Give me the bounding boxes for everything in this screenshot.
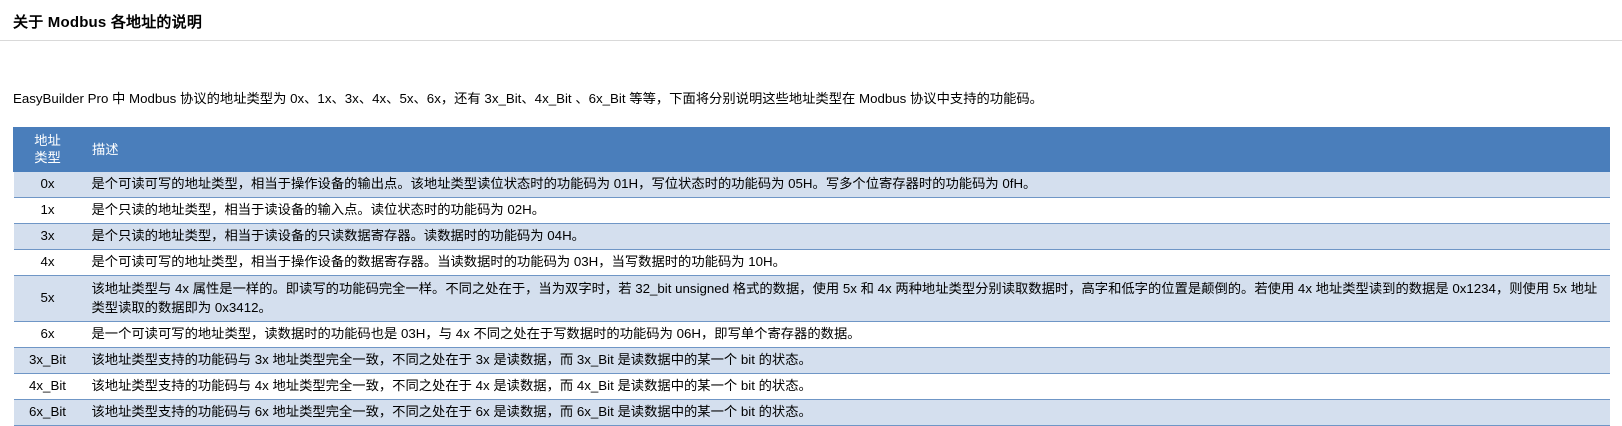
table-row: 4x_Bit 该地址类型支持的功能码与 4x 地址类型完全一致，不同之处在于 4… bbox=[13, 373, 1610, 400]
intro-paragraph: EasyBuilder Pro 中 Modbus 协议的地址类型为 0x、1x、… bbox=[13, 91, 1043, 106]
table-row: 4x 是个可读可写的地址类型，相当于操作设备的数据寄存器。当读数据时的功能码为 … bbox=[13, 249, 1610, 276]
cell-address-type: 3x bbox=[13, 223, 82, 250]
cell-description: 该地址类型与 4x 属性是一样的。即读写的功能码完全一样。不同之处在于，当为双字… bbox=[81, 275, 1610, 322]
column-header-address-type: 地址类型 bbox=[13, 127, 82, 172]
cell-description: 该地址类型支持的功能码与 6x 地址类型完全一致，不同之处在于 6x 是读数据，… bbox=[81, 399, 1610, 426]
cell-description: 是一个可读可写的地址类型，读数据时的功能码也是 03H，与 4x 不同之处在于写… bbox=[81, 321, 1610, 348]
cell-description: 是个可读可写的地址类型，相当于操作设备的输出点。该地址类型读位状态时的功能码为 … bbox=[81, 171, 1610, 198]
table-header: 地址类型 描述 bbox=[13, 127, 1610, 172]
cell-description: 是个只读的地址类型，相当于读设备的输入点。读位状态时的功能码为 02H。 bbox=[81, 197, 1610, 224]
cell-description: 是个只读的地址类型，相当于读设备的只读数据寄存器。读数据时的功能码为 04H。 bbox=[81, 223, 1610, 250]
document-page: 关于 Modbus 各地址的说明 EasyBuilder Pro 中 Modbu… bbox=[0, 14, 1622, 426]
cell-address-type: 6x_Bit bbox=[13, 399, 82, 426]
column-header-description: 描述 bbox=[81, 127, 1610, 172]
cell-address-type: 4x bbox=[13, 249, 82, 276]
table-header-row: 地址类型 描述 bbox=[13, 127, 1610, 172]
table-row: 3x_Bit 该地址类型支持的功能码与 3x 地址类型完全一致，不同之处在于 3… bbox=[13, 347, 1610, 374]
cell-address-type: 0x bbox=[13, 171, 82, 198]
table-row: 6x 是一个可读可写的地址类型，读数据时的功能码也是 03H，与 4x 不同之处… bbox=[13, 321, 1610, 348]
table-body: 0x 是个可读可写的地址类型，相当于操作设备的输出点。该地址类型读位状态时的功能… bbox=[13, 171, 1610, 426]
cell-description: 该地址类型支持的功能码与 4x 地址类型完全一致，不同之处在于 4x 是读数据，… bbox=[81, 373, 1610, 400]
table-row: 3x 是个只读的地址类型，相当于读设备的只读数据寄存器。读数据时的功能码为 04… bbox=[13, 223, 1610, 250]
page-title: 关于 Modbus 各地址的说明 bbox=[13, 14, 203, 31]
table-row: 1x 是个只读的地址类型，相当于读设备的输入点。读位状态时的功能码为 02H。 bbox=[13, 197, 1610, 224]
cell-address-type: 4x_Bit bbox=[13, 373, 82, 400]
cell-address-type: 6x bbox=[13, 321, 82, 348]
cell-description: 该地址类型支持的功能码与 3x 地址类型完全一致，不同之处在于 3x 是读数据，… bbox=[81, 347, 1610, 374]
table-row: 6x_Bit 该地址类型支持的功能码与 6x 地址类型完全一致，不同之处在于 6… bbox=[13, 399, 1610, 426]
cell-address-type: 5x bbox=[13, 275, 82, 322]
cell-address-type: 3x_Bit bbox=[13, 347, 82, 374]
title-divider bbox=[0, 40, 1622, 41]
table-row: 5x 该地址类型与 4x 属性是一样的。即读写的功能码完全一样。不同之处在于，当… bbox=[13, 275, 1610, 322]
table-row: 0x 是个可读可写的地址类型，相当于操作设备的输出点。该地址类型读位状态时的功能… bbox=[13, 171, 1610, 198]
cell-description: 是个可读可写的地址类型，相当于操作设备的数据寄存器。当读数据时的功能码为 03H… bbox=[81, 249, 1610, 276]
cell-address-type: 1x bbox=[13, 197, 82, 224]
modbus-address-table: 地址类型 描述 0x 是个可读可写的地址类型，相当于操作设备的输出点。该地址类型… bbox=[13, 127, 1610, 426]
